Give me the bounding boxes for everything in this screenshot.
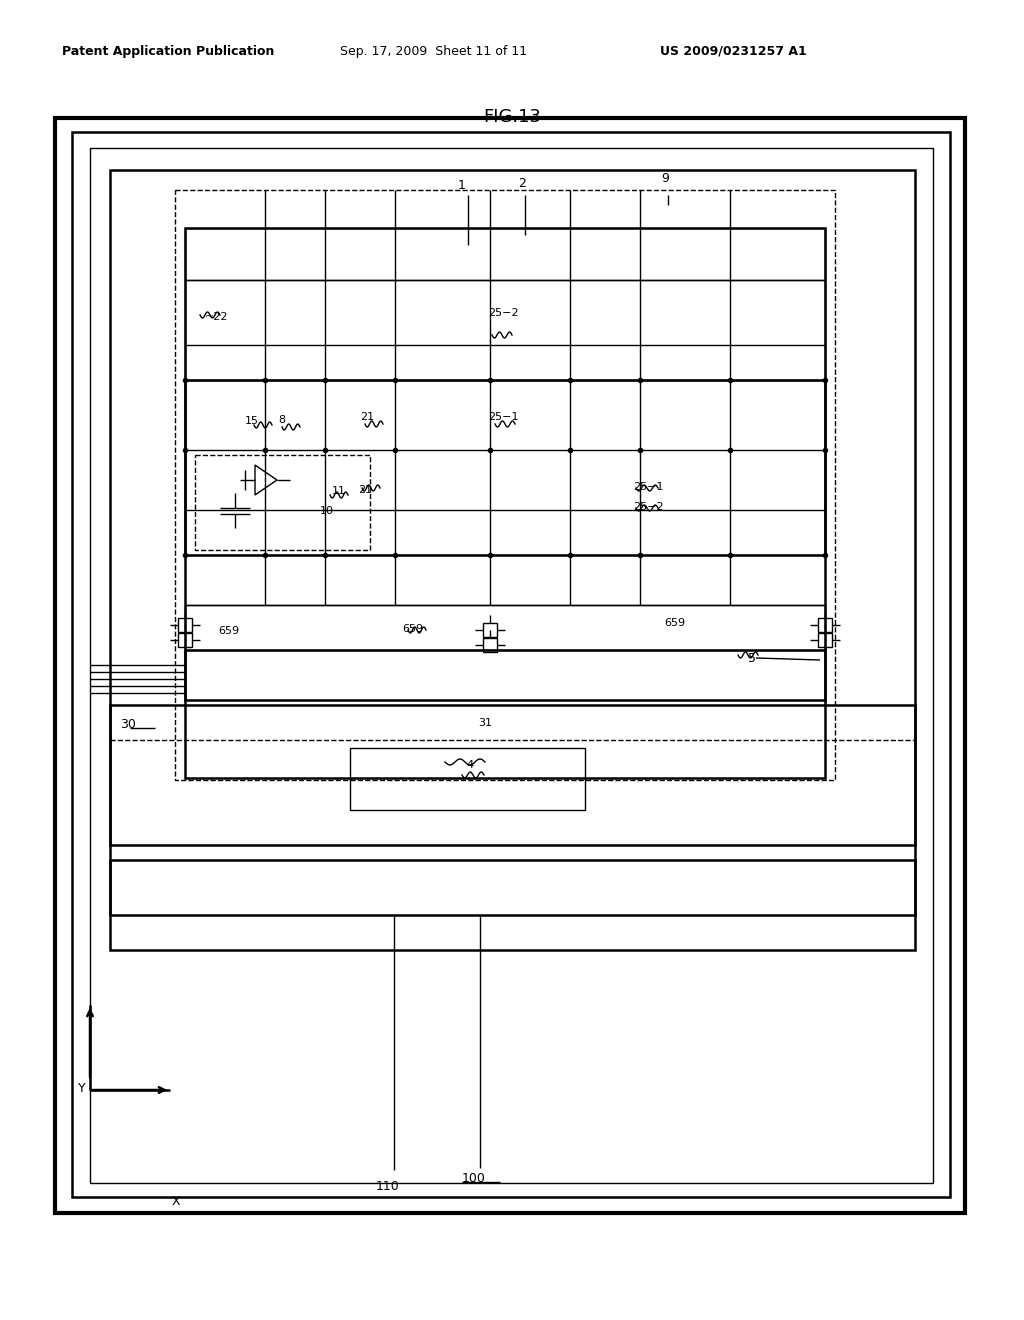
Bar [175, 190, 835, 780]
Bar [110, 861, 915, 915]
Text: 30: 30 [120, 718, 136, 731]
Text: 1: 1 [458, 180, 466, 191]
Text: Y: Y [78, 1082, 86, 1096]
Text: 8: 8 [278, 414, 285, 425]
Text: 5: 5 [748, 652, 756, 665]
Text: 11: 11 [332, 486, 346, 496]
Text: ~22: ~22 [205, 312, 228, 322]
Bar [818, 634, 831, 647]
Text: US 2009/0231257 A1: US 2009/0231257 A1 [660, 45, 807, 58]
Text: 21: 21 [358, 484, 372, 495]
Text: 659: 659 [664, 618, 685, 628]
Bar [483, 623, 497, 638]
Bar [110, 705, 915, 845]
Text: 31: 31 [478, 718, 492, 729]
Text: FIG.13: FIG.13 [483, 108, 541, 125]
Bar [185, 228, 825, 380]
Text: 100: 100 [462, 1172, 485, 1185]
Bar [185, 228, 825, 777]
Text: 25−2: 25−2 [488, 308, 518, 318]
Bar [178, 634, 193, 647]
Bar [195, 455, 370, 550]
Bar [483, 638, 497, 652]
Text: 25−1: 25−1 [488, 412, 518, 422]
Text: 659: 659 [402, 624, 423, 634]
Text: 2: 2 [518, 177, 526, 190]
Text: 25−2: 25−2 [633, 502, 664, 512]
Text: 110: 110 [376, 1180, 399, 1193]
Bar [818, 618, 831, 632]
Text: Patent Application Publication: Patent Application Publication [62, 45, 274, 58]
Text: 21: 21 [360, 412, 374, 422]
Text: 4: 4 [466, 760, 473, 770]
Bar [72, 132, 950, 1197]
Bar [178, 618, 193, 632]
Bar [90, 148, 933, 1183]
Bar [185, 380, 825, 554]
Text: 659: 659 [218, 626, 240, 636]
Text: 25−1: 25−1 [633, 482, 664, 492]
Bar [185, 649, 825, 700]
Bar [110, 170, 915, 950]
Text: 15: 15 [245, 416, 259, 426]
Bar [55, 117, 965, 1213]
Text: Sep. 17, 2009  Sheet 11 of 11: Sep. 17, 2009 Sheet 11 of 11 [340, 45, 527, 58]
Text: 9: 9 [662, 172, 669, 185]
Text: 10: 10 [319, 506, 334, 516]
Bar [350, 748, 585, 810]
Text: X: X [172, 1195, 180, 1208]
Bar [185, 605, 825, 649]
